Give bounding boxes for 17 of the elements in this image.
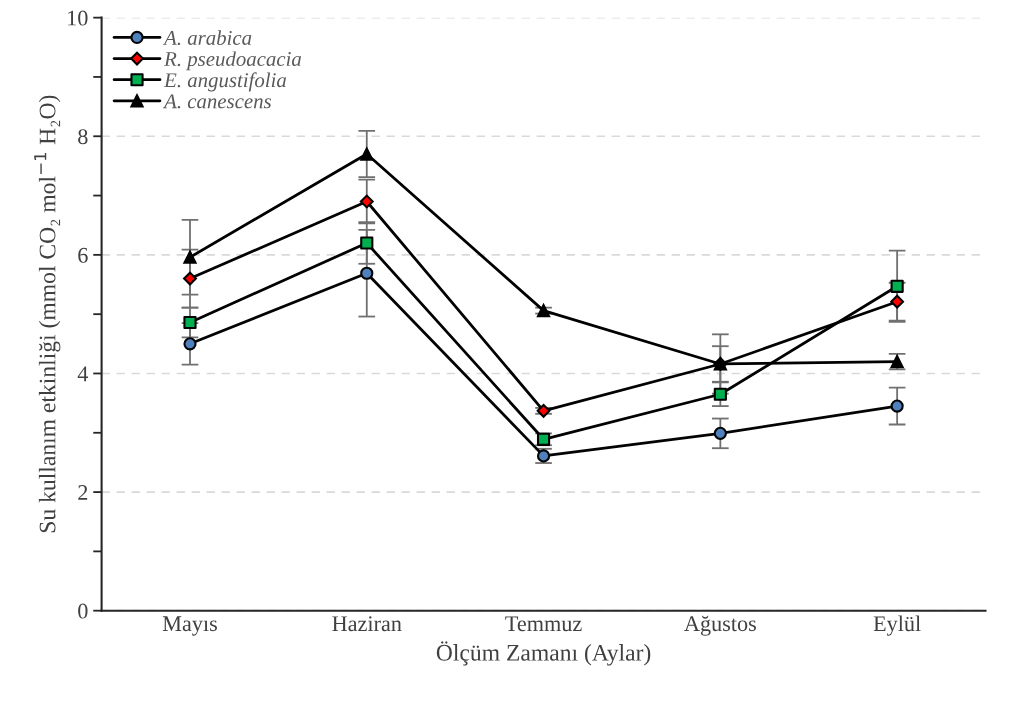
y-tick-label: 10 (68, 10, 88, 26)
legend-label: E. angustifolia (163, 72, 287, 92)
y-tick-label: 0 (78, 603, 88, 619)
y-tick-label: 6 (78, 247, 88, 263)
x-tick-label: Ağustos (684, 615, 756, 636)
legend-label: A. arabica (162, 30, 252, 46)
y-tick-label: 8 (78, 129, 88, 145)
y-axis-title: Su kullanım etkinliği (mmol CO₂ mol$^{−1}$ H₂O) (34, 95, 61, 533)
legend-label: A. canescens (162, 94, 272, 109)
x-tick-label: Haziran (332, 616, 402, 632)
legend-label: R. pseudoacacia (163, 51, 302, 71)
y-tick-label: 4 (77, 366, 89, 382)
x-tick-label: Mayıs (162, 616, 217, 636)
y-tick-label: 2 (78, 485, 88, 500)
x-tick-label: Temmuz (505, 616, 582, 632)
x-tick-label: Eylül (873, 615, 921, 636)
x-axis-title: Ölçüm Zamanı (Aylar) (436, 641, 651, 666)
